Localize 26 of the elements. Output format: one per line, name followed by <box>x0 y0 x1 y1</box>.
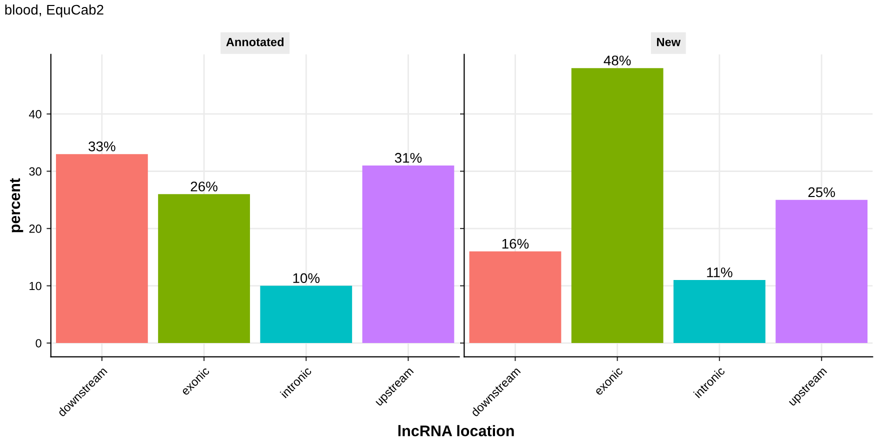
y-tick-label: 10 <box>30 282 42 290</box>
bar <box>674 280 766 344</box>
data-label: 31% <box>394 152 422 163</box>
chart-title: New <box>657 38 681 46</box>
bar <box>776 200 868 344</box>
data-label: 33% <box>88 141 116 152</box>
x-axis-title: lncRNA location <box>398 425 514 436</box>
y-axis-title: percent <box>10 178 24 232</box>
bar <box>362 166 454 344</box>
chart-title: Annotated <box>226 38 284 46</box>
y-tick-label: 20 <box>29 224 42 233</box>
y-tick-label: 0 <box>36 339 42 348</box>
data-label: 16% <box>502 238 529 249</box>
bar <box>158 194 250 344</box>
text: blood, EquCab2 <box>5 4 104 18</box>
bar <box>260 286 352 344</box>
bar <box>56 154 148 344</box>
data-label: 48% <box>604 56 631 66</box>
data-label: 11% <box>707 268 732 278</box>
data-label: 26% <box>190 182 218 192</box>
y-tick-label: 40 <box>28 110 42 118</box>
data-label: 10% <box>293 273 320 284</box>
bar <box>571 68 664 344</box>
data-label: 25% <box>808 187 835 198</box>
bar <box>469 251 562 344</box>
y-tick-label: 30 <box>29 167 42 176</box>
